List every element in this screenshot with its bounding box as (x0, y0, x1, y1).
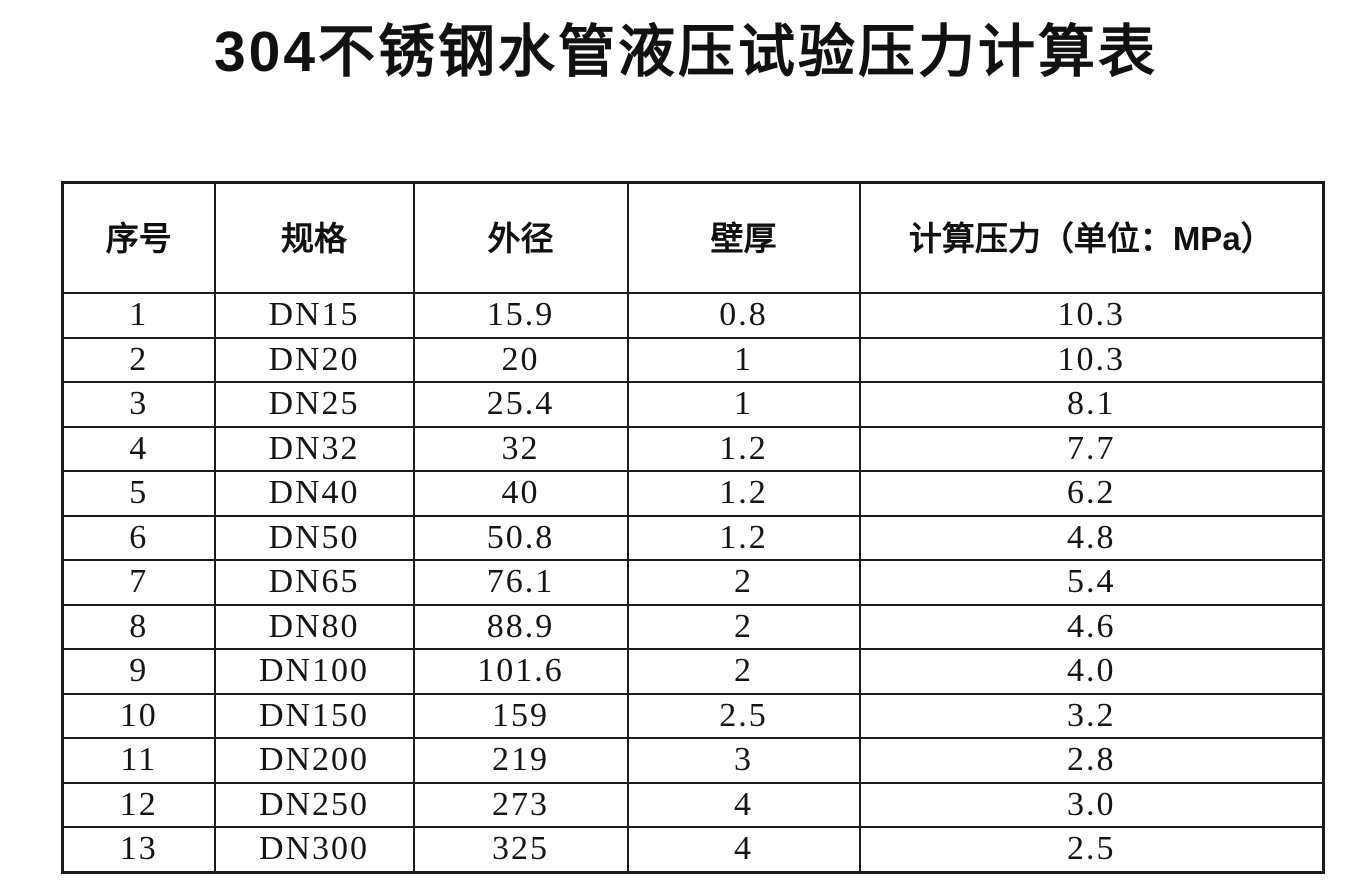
table-row: 4 DN32 32 1.2 7.7 (61, 425, 1325, 472)
cell-serial: 6 (61, 514, 216, 561)
cell-thickness: 1 (626, 336, 861, 383)
table-row: 9 DN100 101.6 2 4.0 (61, 648, 1325, 695)
table-row: 1 DN15 15.9 0.8 10.3 (61, 292, 1325, 339)
cell-pressure: 7.7 (858, 425, 1325, 472)
cell-serial: 11 (61, 737, 216, 784)
cell-thickness: 4 (626, 826, 861, 873)
cell-thickness: 0.8 (626, 292, 861, 339)
cell-pressure: 4.8 (858, 514, 1325, 561)
table-row: 11 DN200 219 3 2.8 (61, 737, 1325, 784)
cell-pressure: 4.0 (858, 648, 1325, 695)
cell-spec: DN15 (213, 292, 415, 339)
cell-diameter: 88.9 (412, 603, 629, 650)
cell-spec: DN250 (213, 781, 415, 828)
cell-thickness: 1.2 (626, 425, 861, 472)
cell-spec: DN40 (213, 470, 415, 517)
cell-diameter: 219 (412, 737, 629, 784)
table-header-row: 序号 规格 外径 壁厚 计算压力（单位：MPa） (61, 181, 1325, 294)
pressure-calculation-table: 序号 规格 外径 壁厚 计算压力（单位：MPa） 1 DN15 15.9 0.8… (61, 181, 1325, 874)
cell-spec: DN100 (213, 648, 415, 695)
cell-spec: DN32 (213, 425, 415, 472)
cell-pressure: 5.4 (858, 559, 1325, 606)
cell-diameter: 15.9 (412, 292, 629, 339)
header-outer-diameter: 外径 (412, 181, 629, 294)
table-row: 7 DN65 76.1 2 5.4 (61, 559, 1325, 606)
cell-serial: 4 (61, 425, 216, 472)
cell-pressure: 10.3 (858, 336, 1325, 383)
cell-diameter: 25.4 (412, 381, 629, 428)
cell-spec: DN20 (213, 336, 415, 383)
cell-thickness: 1.2 (626, 514, 861, 561)
cell-spec: DN25 (213, 381, 415, 428)
header-serial-number: 序号 (61, 181, 216, 294)
table-row: 8 DN80 88.9 2 4.6 (61, 603, 1325, 650)
cell-pressure: 2.8 (858, 737, 1325, 784)
cell-serial: 7 (61, 559, 216, 606)
cell-spec: DN300 (213, 826, 415, 873)
cell-pressure: 10.3 (858, 292, 1325, 339)
cell-diameter: 159 (412, 692, 629, 739)
cell-pressure: 6.2 (858, 470, 1325, 517)
cell-diameter: 76.1 (412, 559, 629, 606)
cell-thickness: 2 (626, 603, 861, 650)
cell-thickness: 3 (626, 737, 861, 784)
cell-diameter: 101.6 (412, 648, 629, 695)
cell-diameter: 32 (412, 425, 629, 472)
cell-spec: DN150 (213, 692, 415, 739)
table-row: 3 DN25 25.4 1 8.1 (61, 381, 1325, 428)
cell-spec: DN65 (213, 559, 415, 606)
cell-spec: DN50 (213, 514, 415, 561)
cell-serial: 9 (61, 648, 216, 695)
cell-spec: DN200 (213, 737, 415, 784)
cell-serial: 2 (61, 336, 216, 383)
header-wall-thickness: 壁厚 (626, 181, 861, 294)
page-title: 304不锈钢水管液压试验压力计算表 (213, 20, 1159, 84)
cell-serial: 5 (61, 470, 216, 517)
cell-thickness: 2 (626, 559, 861, 606)
cell-diameter: 273 (412, 781, 629, 828)
cell-thickness: 2 (626, 648, 861, 695)
cell-serial: 8 (61, 603, 216, 650)
cell-diameter: 50.8 (412, 514, 629, 561)
cell-pressure: 8.1 (858, 381, 1325, 428)
cell-serial: 3 (61, 381, 216, 428)
header-specification: 规格 (213, 181, 415, 294)
cell-pressure: 4.6 (858, 603, 1325, 650)
cell-pressure: 2.5 (858, 826, 1325, 873)
table-row: 13 DN300 325 4 2.5 (61, 826, 1325, 873)
cell-pressure: 3.2 (858, 692, 1325, 739)
cell-diameter: 325 (412, 826, 629, 873)
table-row: 10 DN150 159 2.5 3.2 (61, 692, 1325, 739)
table-row: 12 DN250 273 4 3.0 (61, 781, 1325, 828)
cell-diameter: 20 (412, 336, 629, 383)
cell-serial: 13 (61, 826, 216, 873)
cell-serial: 10 (61, 692, 216, 739)
cell-serial: 12 (61, 781, 216, 828)
cell-diameter: 40 (412, 470, 629, 517)
table-row: 5 DN40 40 1.2 6.2 (61, 470, 1325, 517)
cell-serial: 1 (61, 292, 216, 339)
cell-thickness: 2.5 (626, 692, 861, 739)
cell-thickness: 1 (626, 381, 861, 428)
cell-thickness: 4 (626, 781, 861, 828)
cell-pressure: 3.0 (858, 781, 1325, 828)
cell-thickness: 1.2 (626, 470, 861, 517)
cell-spec: DN80 (213, 603, 415, 650)
table-row: 2 DN20 20 1 10.3 (61, 336, 1325, 383)
table-row: 6 DN50 50.8 1.2 4.8 (61, 514, 1325, 561)
header-calculated-pressure: 计算压力（单位：MPa） (858, 181, 1325, 294)
